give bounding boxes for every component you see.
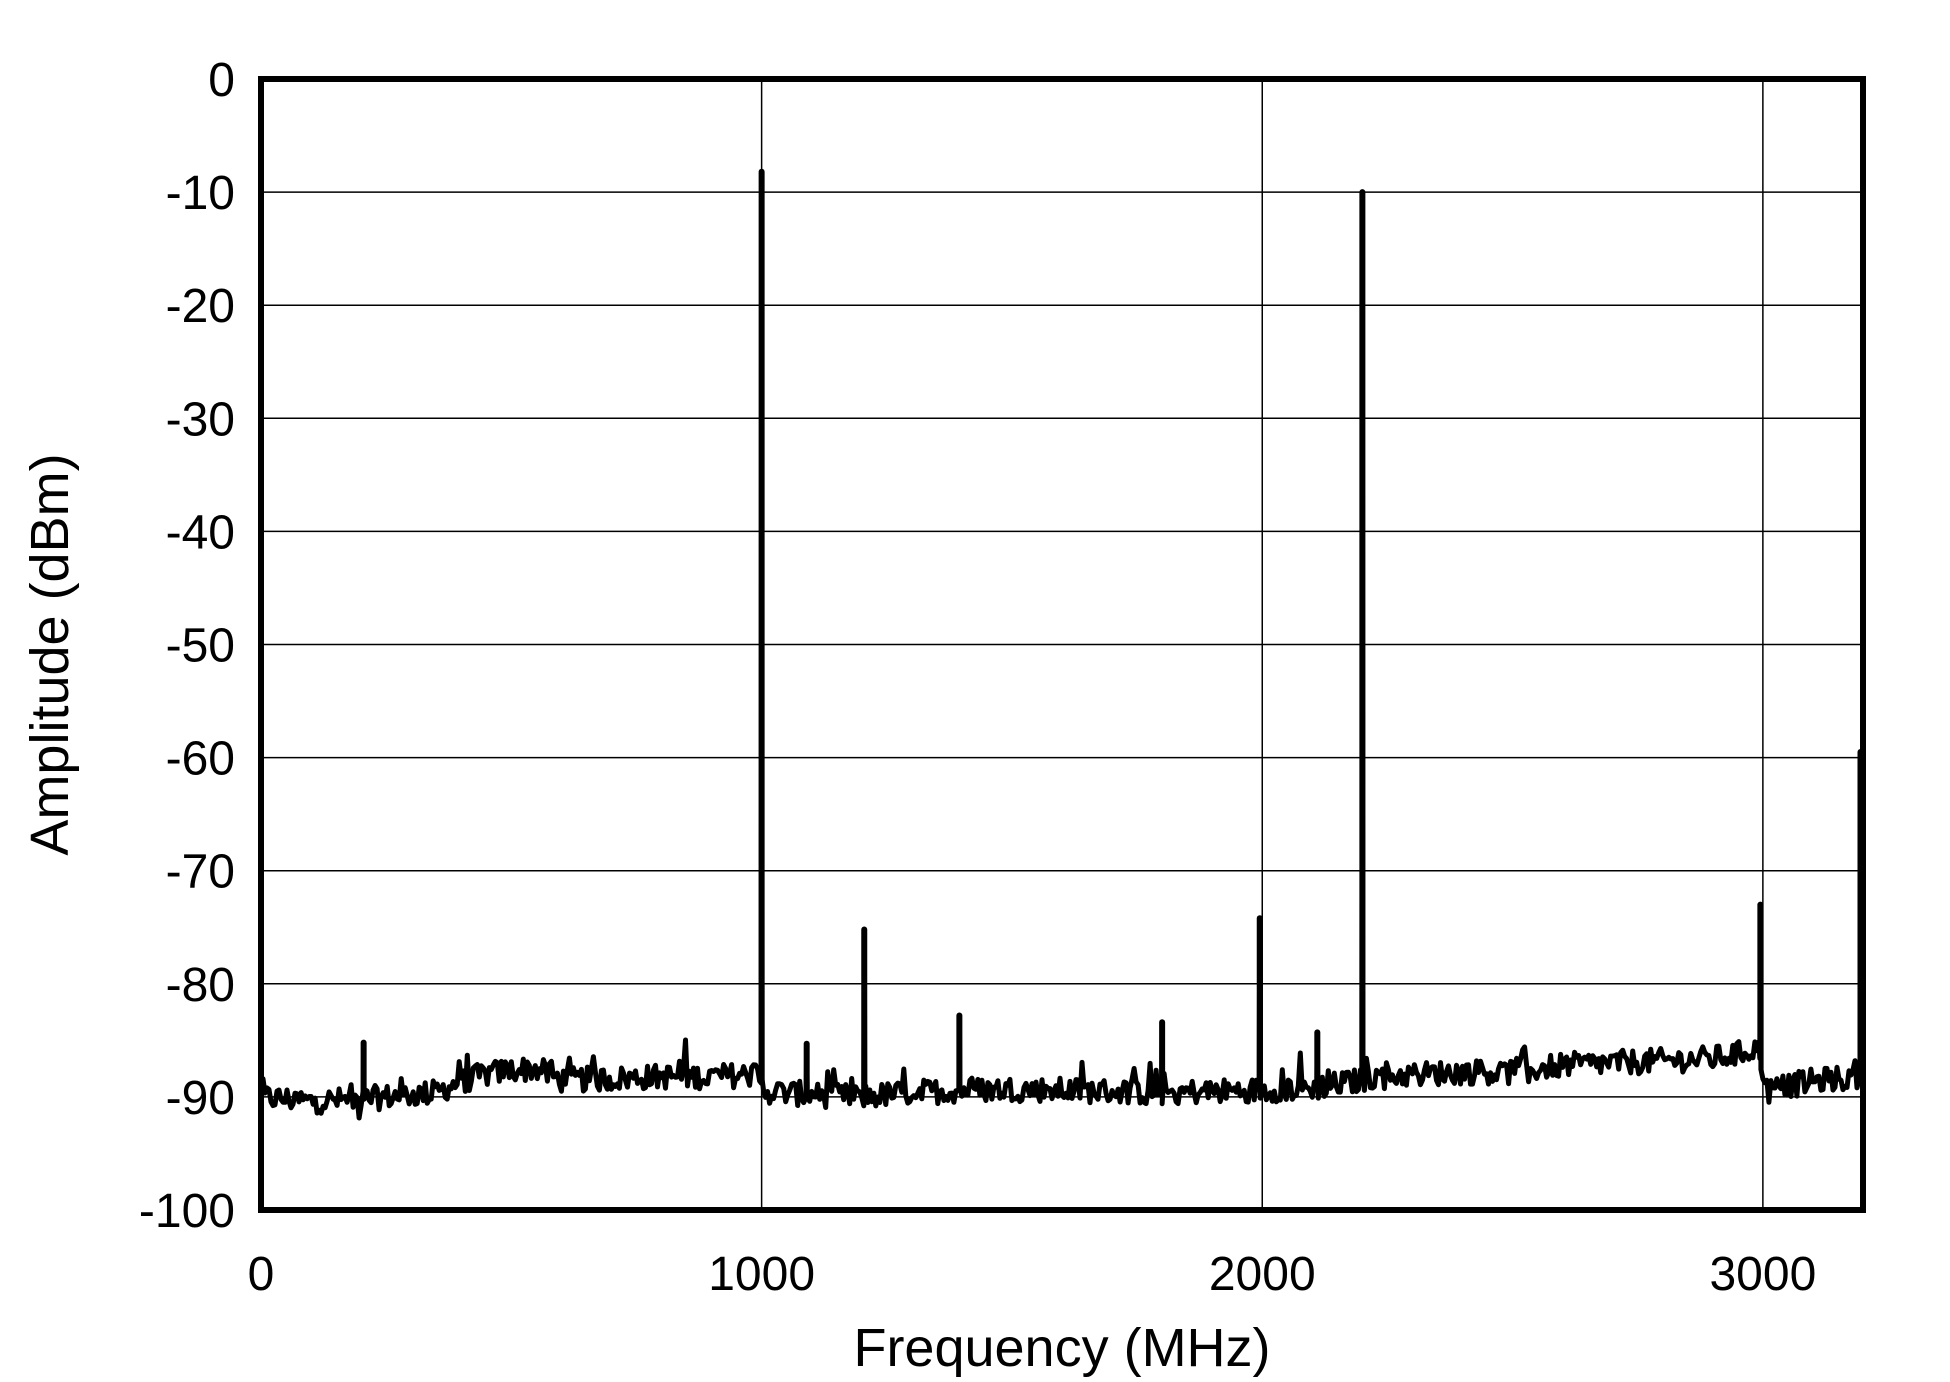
y-tick-label: -10 — [166, 167, 235, 220]
y-tick-label: -60 — [166, 733, 235, 786]
y-tick-label: -80 — [166, 959, 235, 1012]
x-tick-label: 2000 — [1209, 1248, 1316, 1301]
x-tick-label: 0 — [248, 1248, 275, 1301]
y-tick-label: -40 — [166, 506, 235, 559]
grid-lines — [261, 79, 1863, 1210]
y-tick-label: -100 — [139, 1185, 235, 1238]
y-tick-label: 0 — [208, 54, 235, 107]
peak-marks — [360, 168, 1864, 1102]
x-tick-label: 1000 — [708, 1248, 815, 1301]
x-axis-label: Frequency (MHz) — [853, 1318, 1270, 1378]
y-tick-label: -30 — [166, 393, 235, 446]
y-tick-label: -20 — [166, 280, 235, 333]
y-tick-label: -90 — [166, 1072, 235, 1125]
y-axis-label: Amplitude (dBm) — [20, 453, 80, 855]
spectrum-trace — [258, 169, 1866, 1121]
x-tick-labels: 0 1000 2000 3000 — [248, 1248, 1817, 1301]
y-tick-label: -50 — [166, 620, 235, 673]
plot-frame — [258, 76, 1866, 1213]
x-tick-label: 3000 — [1709, 1248, 1816, 1301]
y-tick-labels: 0 -10 -20 -30 -40 -50 -60 -70 -80 -90 -100 — [139, 54, 235, 1238]
y-tick-label: -70 — [166, 846, 235, 899]
